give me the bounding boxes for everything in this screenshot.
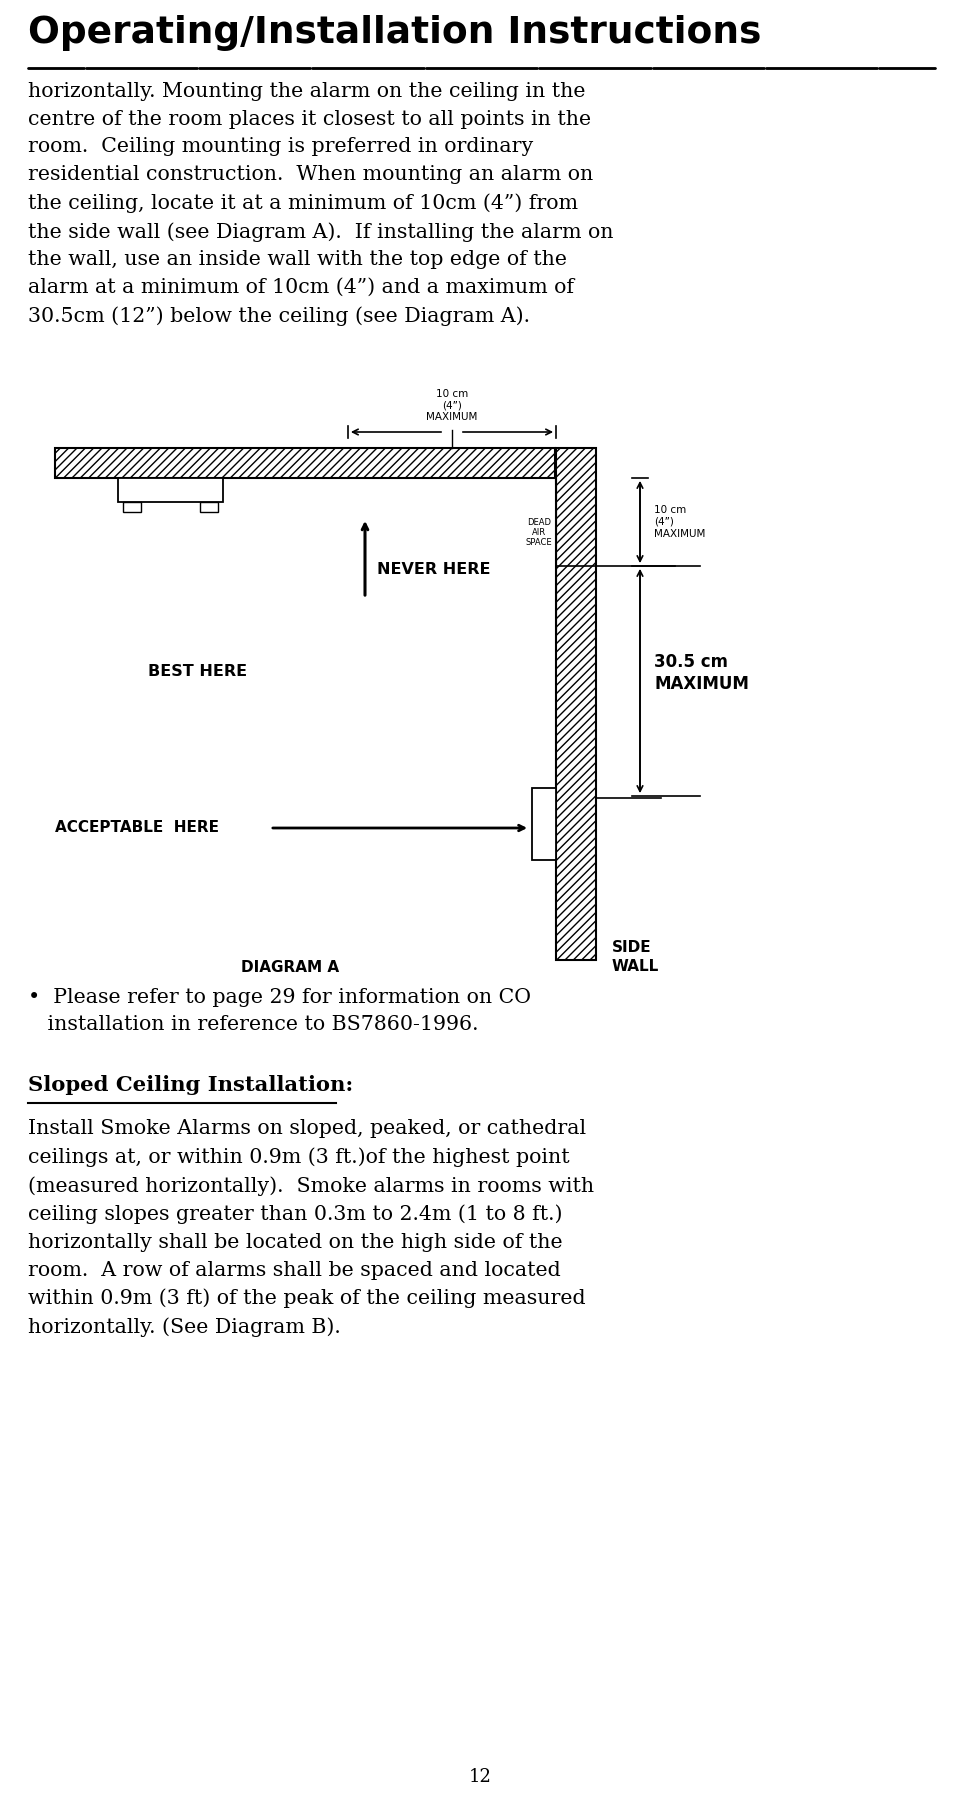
Text: DIAGRAM A: DIAGRAM A bbox=[241, 959, 339, 975]
Text: SIDE
WALL: SIDE WALL bbox=[612, 939, 660, 974]
Text: horizontally. Mounting the alarm on the ceiling in the
centre of the room places: horizontally. Mounting the alarm on the … bbox=[28, 81, 613, 326]
Text: 30.5 cm
MAXIMUM: 30.5 cm MAXIMUM bbox=[654, 653, 749, 692]
Polygon shape bbox=[555, 478, 556, 633]
Polygon shape bbox=[556, 447, 596, 959]
Text: 12: 12 bbox=[468, 1769, 492, 1787]
Polygon shape bbox=[118, 478, 223, 501]
Polygon shape bbox=[123, 501, 141, 512]
Polygon shape bbox=[55, 447, 555, 478]
Text: 10 cm
(4”)
MAXIMUM: 10 cm (4”) MAXIMUM bbox=[654, 505, 706, 539]
Text: 10 cm
(4”)
MAXIMUM: 10 cm (4”) MAXIMUM bbox=[426, 389, 478, 422]
Text: ACCEPTABLE  HERE: ACCEPTABLE HERE bbox=[55, 820, 219, 835]
Text: Sloped Ceiling Installation:: Sloped Ceiling Installation: bbox=[28, 1075, 353, 1094]
Text: Operating/Installation Instructions: Operating/Installation Instructions bbox=[28, 14, 761, 50]
Text: •  Please refer to page 29 for information on CO
   installation in reference to: • Please refer to page 29 for informatio… bbox=[28, 988, 531, 1035]
Polygon shape bbox=[532, 788, 556, 860]
Text: BEST HERE: BEST HERE bbox=[148, 665, 247, 680]
Text: NEVER HERE: NEVER HERE bbox=[377, 563, 491, 577]
Text: Install Smoke Alarms on sloped, peaked, or cathedral
ceilings at, or within 0.9m: Install Smoke Alarms on sloped, peaked, … bbox=[28, 1120, 594, 1338]
Text: DEAD
AIR
SPACE: DEAD AIR SPACE bbox=[526, 517, 552, 546]
Polygon shape bbox=[200, 501, 218, 512]
